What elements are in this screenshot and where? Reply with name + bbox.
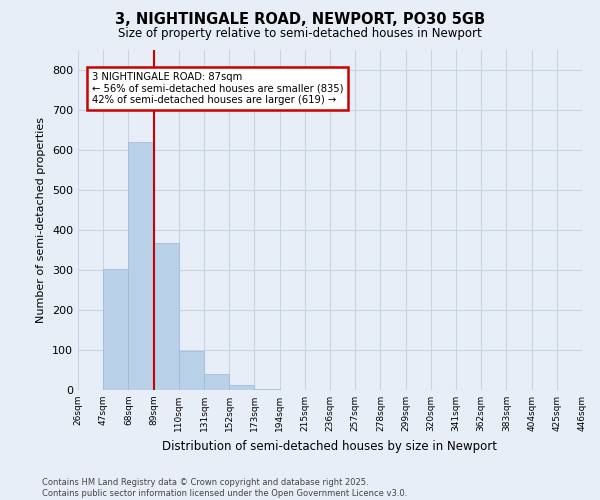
Text: 3 NIGHTINGALE ROAD: 87sqm
← 56% of semi-detached houses are smaller (835)
42% of: 3 NIGHTINGALE ROAD: 87sqm ← 56% of semi-… — [92, 72, 343, 105]
Text: Size of property relative to semi-detached houses in Newport: Size of property relative to semi-detach… — [118, 28, 482, 40]
Y-axis label: Number of semi-detached properties: Number of semi-detached properties — [37, 117, 46, 323]
Text: 3, NIGHTINGALE ROAD, NEWPORT, PO30 5GB: 3, NIGHTINGALE ROAD, NEWPORT, PO30 5GB — [115, 12, 485, 28]
Bar — [204, 374, 229, 390]
Bar — [103, 269, 128, 390]
Bar — [154, 243, 179, 390]
X-axis label: Distribution of semi-detached houses by size in Newport: Distribution of semi-detached houses by … — [163, 440, 497, 452]
Bar — [229, 385, 254, 390]
Text: Contains HM Land Registry data © Crown copyright and database right 2025.
Contai: Contains HM Land Registry data © Crown c… — [42, 478, 407, 498]
Bar — [179, 351, 204, 390]
Bar — [254, 389, 280, 390]
Bar — [128, 142, 154, 390]
